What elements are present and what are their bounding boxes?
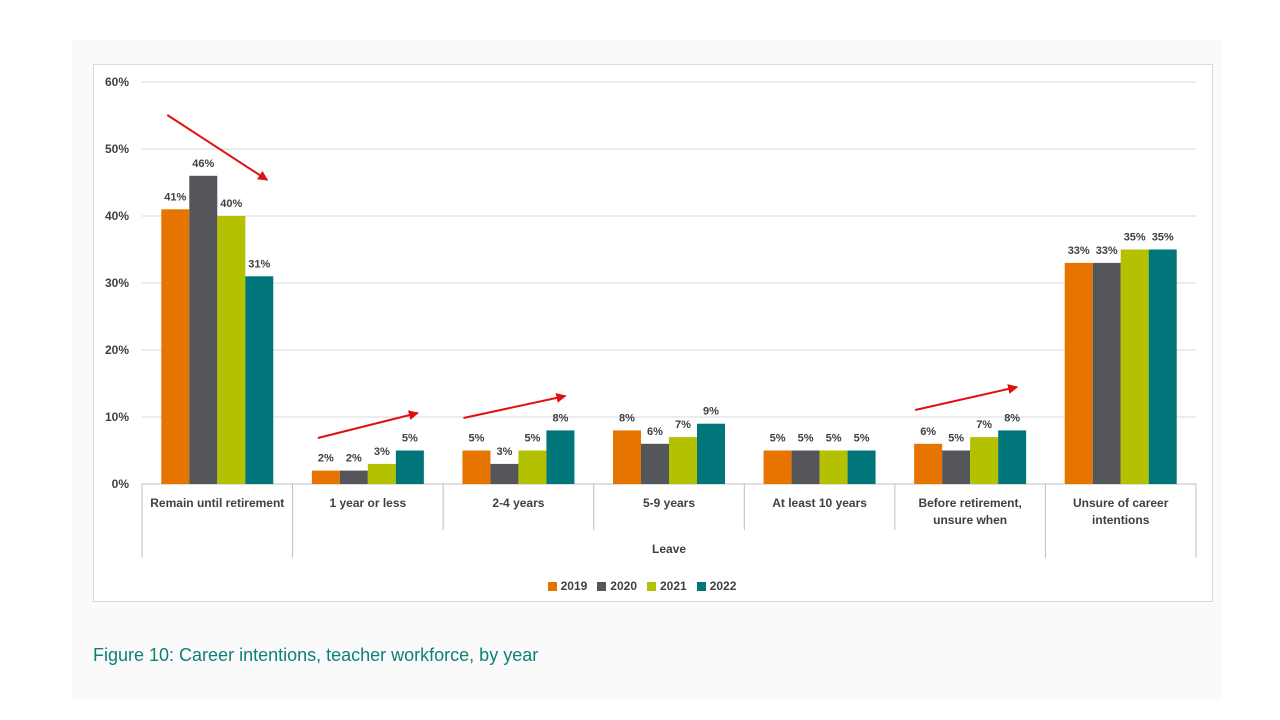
- figure-caption: Figure 10: Career intentions, teacher wo…: [93, 645, 539, 665]
- bar-2020: [490, 463, 519, 484]
- bar-2020: [1092, 262, 1121, 484]
- legend-item-2019: 2019: [547, 579, 588, 593]
- y-tick-label: 0%: [112, 477, 130, 491]
- bar-2019: [613, 430, 641, 484]
- data-label: 41%: [164, 191, 186, 203]
- data-label: 33%: [1068, 245, 1090, 257]
- bar-2022: [395, 450, 424, 484]
- legend-label: 2019: [560, 579, 588, 593]
- data-label: 7%: [675, 419, 691, 431]
- data-label: 8%: [619, 412, 635, 424]
- legend-swatch: [696, 581, 706, 591]
- data-label: 6%: [647, 426, 663, 438]
- bar-2020: [189, 175, 218, 485]
- data-label: 6%: [920, 426, 936, 438]
- data-label: 35%: [1152, 232, 1174, 244]
- data-label: 31%: [248, 258, 270, 270]
- legend-swatch: [597, 581, 607, 591]
- trend-arrow: [914, 384, 1019, 411]
- bar-2021: [367, 463, 396, 484]
- data-label: 5%: [948, 433, 964, 445]
- x-tick-label: Remain until retirement: [150, 496, 284, 510]
- bar-2019: [311, 470, 340, 484]
- x-tick-label: 1 year or less: [329, 496, 406, 510]
- bar-2022: [998, 430, 1027, 484]
- chart-legend: 2019 2020 2021 2022: [0, 579, 1280, 593]
- data-label: 5%: [468, 433, 484, 445]
- bar-2019: [1064, 262, 1093, 484]
- y-tick-label: 10%: [105, 410, 129, 424]
- group-label: Leave: [652, 542, 686, 556]
- bar-2019: [763, 450, 792, 484]
- y-tick-label: 50%: [105, 142, 129, 156]
- data-label: 46%: [192, 158, 214, 170]
- data-label: 5%: [854, 433, 870, 445]
- bar-2021: [1120, 249, 1149, 484]
- legend-item-2020: 2020: [597, 579, 637, 593]
- data-label: 9%: [703, 406, 719, 418]
- bar-2022: [546, 430, 575, 484]
- data-label: 5%: [524, 433, 540, 445]
- bar-2022: [697, 423, 725, 484]
- data-label: 5%: [770, 433, 786, 445]
- bar-2022: [245, 276, 274, 484]
- bar-2021: [819, 450, 848, 484]
- data-label: 8%: [1004, 412, 1020, 424]
- data-label: 2%: [318, 453, 334, 465]
- data-label: 7%: [976, 419, 992, 431]
- legend-label: 2021: [660, 579, 687, 593]
- data-label: 8%: [552, 412, 568, 424]
- y-tick-label: 60%: [105, 75, 129, 89]
- x-tick-label: 5-9 years: [643, 496, 695, 510]
- bar-2021: [669, 437, 697, 484]
- bar-2019: [914, 443, 943, 484]
- legend-label: 2022: [709, 579, 737, 593]
- bar-2020: [641, 443, 669, 484]
- bar-2020: [791, 450, 820, 484]
- data-label: 3%: [496, 446, 512, 458]
- bar-2021: [970, 437, 999, 484]
- trend-arrow: [166, 114, 269, 181]
- y-tick-label: 20%: [105, 343, 129, 357]
- bar-2019: [462, 450, 491, 484]
- y-tick-label: 30%: [105, 276, 129, 290]
- legend-swatch: [547, 581, 557, 591]
- bar-2019: [161, 209, 190, 485]
- data-label: 3%: [374, 446, 390, 458]
- data-label: 35%: [1124, 232, 1146, 244]
- bar-2022: [847, 450, 876, 484]
- legend-swatch: [647, 581, 656, 591]
- bar-2020: [339, 470, 368, 484]
- bar-2022: [1148, 249, 1177, 484]
- data-label: 2%: [346, 453, 362, 465]
- x-tick-label: At least 10 years: [772, 496, 867, 510]
- x-tick-label: Unsure of career intentions: [1073, 496, 1169, 527]
- data-label: 5%: [826, 433, 842, 445]
- bar-2021: [518, 450, 547, 484]
- data-label: 5%: [402, 433, 418, 445]
- legend-item-2022: 2022: [696, 579, 737, 593]
- x-tick-label: Before retirement, unsure when: [918, 496, 1021, 527]
- chart-frame: [93, 64, 1213, 602]
- trend-arrow: [463, 393, 567, 419]
- legend-label: 2020: [610, 579, 637, 593]
- legend-item-2021: 2021: [647, 579, 687, 593]
- bar-2020: [942, 450, 971, 484]
- data-label: 5%: [798, 433, 814, 445]
- y-tick-label: 40%: [105, 209, 129, 223]
- trend-arrow: [317, 410, 419, 439]
- bar-2021: [217, 216, 246, 484]
- data-label: 33%: [1096, 245, 1118, 257]
- x-tick-label: 2-4 years: [492, 496, 544, 510]
- data-label: 40%: [220, 198, 242, 210]
